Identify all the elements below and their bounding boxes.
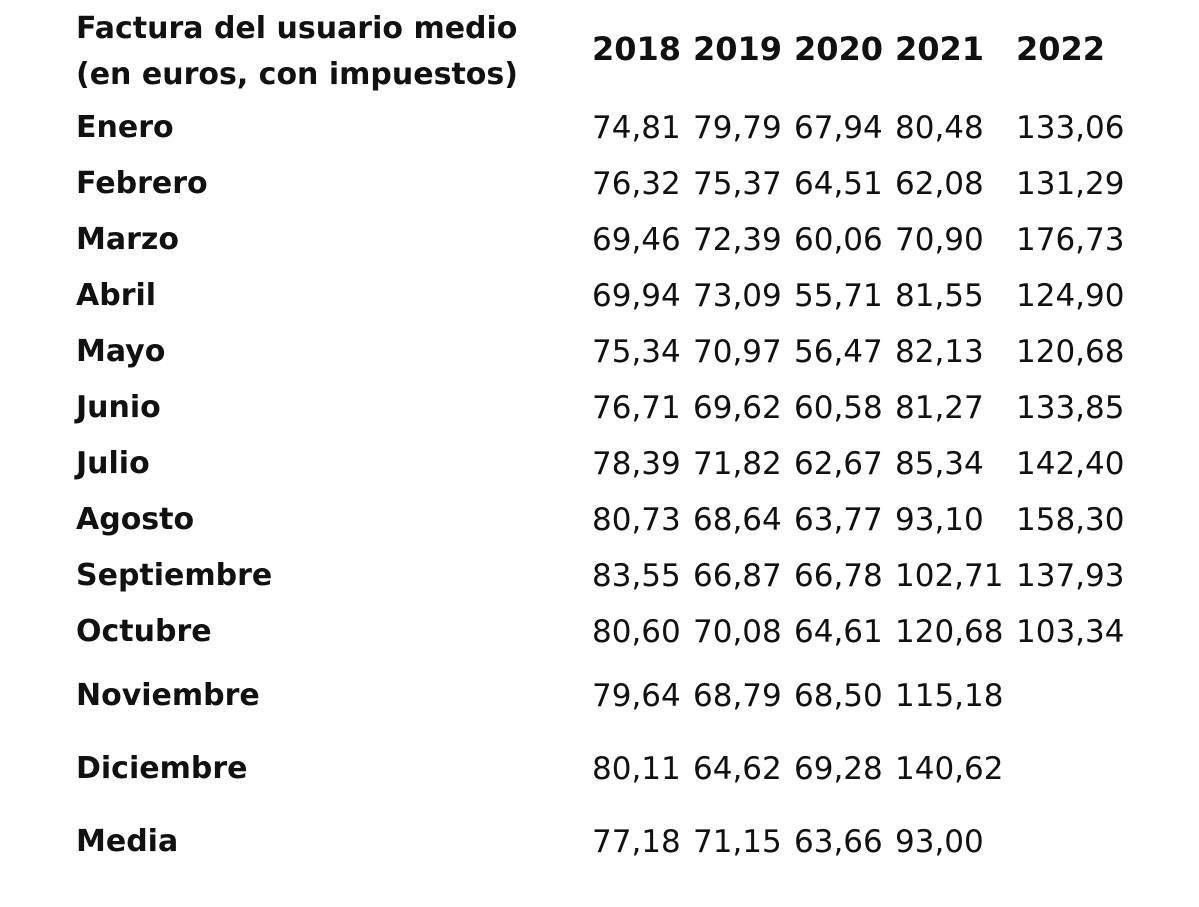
table-cell: 74,81 <box>592 110 681 146</box>
year-header-2020: 2020 <box>794 30 884 68</box>
row-label-febrero: Febrero <box>76 166 208 201</box>
table-cell: 76,71 <box>592 390 681 426</box>
row-label-media: Media <box>76 824 179 859</box>
row-label-agosto: Agosto <box>76 502 195 537</box>
row-label-diciembre: Diciembre <box>76 751 248 786</box>
table-cell: 76,32 <box>592 166 681 202</box>
table-cell: 93,10 <box>895 502 984 538</box>
table-cell: 70,97 <box>693 334 782 370</box>
table-cell: 69,46 <box>592 222 681 258</box>
table-cell: 68,79 <box>693 678 782 714</box>
table-cell: 102,71 <box>895 558 1004 594</box>
table-cell: 103,34 <box>1016 614 1125 650</box>
table-cell: 70,90 <box>895 222 984 258</box>
table-cell: 85,34 <box>895 446 984 482</box>
table-cell: 67,94 <box>794 110 883 146</box>
table-cell: 81,55 <box>895 278 984 314</box>
table-cell: 77,18 <box>592 824 681 860</box>
table-cell: 56,47 <box>794 334 883 370</box>
table-cell: 142,40 <box>1016 446 1125 482</box>
table-cell: 80,48 <box>895 110 984 146</box>
row-label-julio: Julio <box>76 446 150 481</box>
row-label-mayo: Mayo <box>76 334 166 369</box>
table-cell: 72,39 <box>693 222 782 258</box>
table-cell: 69,62 <box>693 390 782 426</box>
table-cell: 120,68 <box>1016 334 1125 370</box>
table-cell: 69,94 <box>592 278 681 314</box>
table-cell: 70,08 <box>693 614 782 650</box>
table-cell: 137,93 <box>1016 558 1125 594</box>
table-cell: 83,55 <box>592 558 681 594</box>
table-cell: 124,90 <box>1016 278 1125 314</box>
table-cell: 64,51 <box>794 166 883 202</box>
table-cell: 63,77 <box>794 502 883 538</box>
table-cell: 131,29 <box>1016 166 1125 202</box>
year-header-2021: 2021 <box>895 30 985 68</box>
table-cell: 62,67 <box>794 446 883 482</box>
table-cell: 176,73 <box>1016 222 1125 258</box>
table-cell: 133,85 <box>1016 390 1125 426</box>
table-cell: 68,64 <box>693 502 782 538</box>
table-cell: 60,06 <box>794 222 883 258</box>
table-title-line: Factura del usuario medio <box>76 11 518 46</box>
table-cell: 75,37 <box>693 166 782 202</box>
row-label-septiembre: Septiembre <box>76 558 273 593</box>
table-cell: 79,79 <box>693 110 782 146</box>
row-label-enero: Enero <box>76 110 174 145</box>
table-cell: 62,08 <box>895 166 984 202</box>
table-cell: 71,15 <box>693 824 782 860</box>
row-label-abril: Abril <box>76 278 157 313</box>
table-cell: 79,64 <box>592 678 681 714</box>
table-cell: 69,28 <box>794 751 883 787</box>
table-cell: 80,73 <box>592 502 681 538</box>
table-cell: 158,30 <box>1016 502 1125 538</box>
table-cell: 78,39 <box>592 446 681 482</box>
table-cell: 64,61 <box>794 614 883 650</box>
table-cell: 64,62 <box>693 751 782 787</box>
year-header-2022: 2022 <box>1016 30 1106 68</box>
row-label-junio: Junio <box>76 390 161 425</box>
table-cell: 93,00 <box>895 824 984 860</box>
table-cell: 63,66 <box>794 824 883 860</box>
table-cell: 75,34 <box>592 334 681 370</box>
table-title-line: (en euros, con impuestos) <box>76 57 518 92</box>
table-cell: 55,71 <box>794 278 883 314</box>
table-cell: 120,68 <box>895 614 1004 650</box>
row-label-octubre: Octubre <box>76 614 212 649</box>
table-cell: 140,62 <box>895 751 1004 787</box>
table-cell: 60,58 <box>794 390 883 426</box>
row-label-noviembre: Noviembre <box>76 678 260 713</box>
table-cell: 73,09 <box>693 278 782 314</box>
table-cell: 66,78 <box>794 558 883 594</box>
year-header-2019: 2019 <box>693 30 783 68</box>
table-cell: 115,18 <box>895 678 1004 714</box>
table-cell: 68,50 <box>794 678 883 714</box>
table-cell: 81,27 <box>895 390 984 426</box>
table-cell: 66,87 <box>693 558 782 594</box>
row-label-marzo: Marzo <box>76 222 179 257</box>
table-cell: 80,11 <box>592 751 681 787</box>
table-cell: 80,60 <box>592 614 681 650</box>
year-header-2018: 2018 <box>592 30 682 68</box>
table-cell: 133,06 <box>1016 110 1125 146</box>
table-cell: 71,82 <box>693 446 782 482</box>
table-cell: 82,13 <box>895 334 984 370</box>
